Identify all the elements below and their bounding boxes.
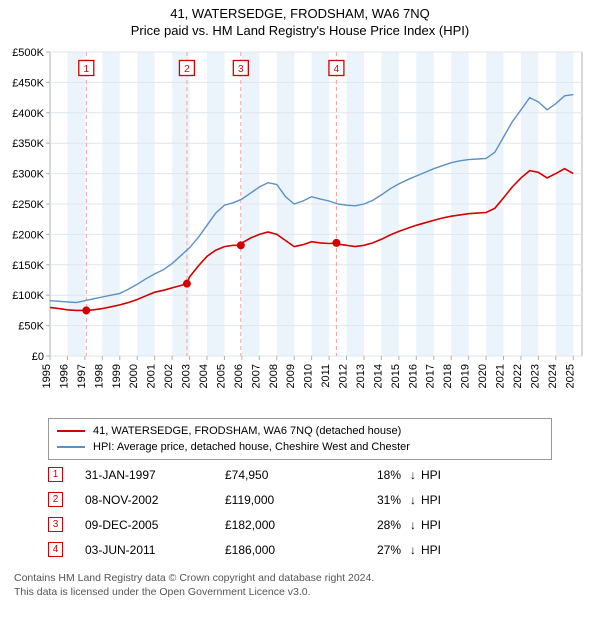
- svg-text:1: 1: [83, 64, 89, 75]
- svg-text:1995: 1995: [41, 364, 53, 388]
- legend-swatch: [57, 446, 85, 448]
- footer-attribution: Contains HM Land Registry data © Crown c…: [14, 572, 586, 599]
- svg-text:2016: 2016: [407, 364, 419, 388]
- sale-pct: 27%: [345, 543, 405, 557]
- legend-row: 41, WATERSEDGE, FRODSHAM, WA6 7NQ (detac…: [57, 423, 543, 439]
- legend-row: HPI: Average price, detached house, Ches…: [57, 439, 543, 455]
- svg-text:1998: 1998: [93, 364, 105, 388]
- sale-marker-box: 2: [48, 492, 63, 507]
- sale-vs-hpi-label: HPI: [421, 543, 461, 557]
- svg-text:1996: 1996: [58, 364, 70, 388]
- svg-text:2019: 2019: [460, 364, 472, 388]
- sale-price: £74,950: [225, 468, 345, 482]
- sale-vs-hpi-label: HPI: [421, 518, 461, 532]
- svg-text:2010: 2010: [303, 364, 315, 388]
- sale-price: £119,000: [225, 493, 345, 507]
- svg-text:£450K: £450K: [12, 77, 44, 89]
- svg-text:2020: 2020: [477, 364, 489, 388]
- svg-text:2000: 2000: [128, 364, 140, 388]
- down-arrow-icon: ↓: [405, 543, 421, 557]
- chart-area: £0 £50K £100K £150K £200K £250K £300K £350K £400…: [0, 44, 600, 414]
- svg-text:1997: 1997: [76, 364, 88, 388]
- down-arrow-icon: ↓: [405, 518, 421, 532]
- svg-text:2024: 2024: [547, 364, 559, 388]
- svg-text:£100K: £100K: [12, 290, 44, 302]
- sale-vs-hpi-label: HPI: [421, 468, 461, 482]
- svg-text:£150K: £150K: [12, 260, 44, 272]
- footer-line-2: This data is licensed under the Open Gov…: [14, 586, 311, 598]
- svg-text:2001: 2001: [146, 364, 158, 388]
- svg-text:2018: 2018: [442, 364, 454, 388]
- svg-text:£500K: £500K: [12, 47, 44, 59]
- root: 41, WATERSEDGE, FRODSHAM, WA6 7NQ Price …: [0, 0, 600, 620]
- svg-text:2002: 2002: [163, 364, 175, 388]
- sale-marker-box: 4: [48, 542, 63, 557]
- svg-text:2005: 2005: [215, 364, 227, 388]
- sale-date: 03-JUN-2011: [85, 543, 225, 557]
- sale-vs-hpi-label: HPI: [421, 493, 461, 507]
- svg-text:4: 4: [334, 64, 340, 75]
- sale-pct: 31%: [345, 493, 405, 507]
- table-row: 4 03-JUN-2011£186,00027%↓HPI: [48, 537, 552, 562]
- svg-text:2011: 2011: [320, 364, 332, 388]
- svg-text:2021: 2021: [495, 364, 507, 388]
- svg-text:£0: £0: [32, 351, 44, 363]
- svg-text:2023: 2023: [529, 364, 541, 388]
- svg-text:2017: 2017: [425, 364, 437, 388]
- address-title: 41, WATERSEDGE, FRODSHAM, WA6 7NQ: [0, 6, 600, 21]
- svg-text:2013: 2013: [355, 364, 367, 388]
- svg-text:£200K: £200K: [12, 229, 44, 241]
- down-arrow-icon: ↓: [405, 468, 421, 482]
- titles: 41, WATERSEDGE, FRODSHAM, WA6 7NQ Price …: [0, 0, 600, 38]
- svg-text:2022: 2022: [512, 364, 524, 388]
- table-row: 1 31-JAN-1997£74,95018%↓HPI: [48, 462, 552, 487]
- sale-price: £186,000: [225, 543, 345, 557]
- svg-text:2012: 2012: [338, 364, 350, 388]
- down-arrow-icon: ↓: [405, 493, 421, 507]
- sale-marker-box: 1: [48, 467, 63, 482]
- svg-text:£50K: £50K: [18, 321, 44, 333]
- legend-swatch: [57, 430, 85, 432]
- svg-text:2009: 2009: [285, 364, 297, 388]
- svg-text:2: 2: [184, 64, 190, 75]
- svg-text:2006: 2006: [233, 364, 245, 388]
- svg-text:1999: 1999: [111, 364, 123, 388]
- svg-text:2015: 2015: [390, 364, 402, 388]
- svg-text:£400K: £400K: [12, 108, 44, 120]
- sale-price: £182,000: [225, 518, 345, 532]
- chart-svg: £0 £50K £100K £150K £200K £250K £300K £350K £400…: [0, 44, 600, 414]
- sales-table: 131-JAN-1997£74,95018%↓HPI208-NOV-2002£1…: [48, 462, 552, 562]
- sale-date: 31-JAN-1997: [85, 468, 225, 482]
- svg-text:£300K: £300K: [12, 169, 44, 181]
- table-row: 3 09-DEC-2005£182,00028%↓HPI: [48, 512, 552, 537]
- footer-line-1: Contains HM Land Registry data © Crown c…: [14, 572, 374, 584]
- legend-label: HPI: Average price, detached house, Ches…: [93, 441, 410, 453]
- legend-label: 41, WATERSEDGE, FRODSHAM, WA6 7NQ (detac…: [93, 425, 401, 437]
- svg-text:2008: 2008: [268, 364, 280, 388]
- sale-date: 08-NOV-2002: [85, 493, 225, 507]
- svg-text:2003: 2003: [181, 364, 193, 388]
- svg-text:2004: 2004: [198, 364, 210, 388]
- svg-text:2014: 2014: [372, 364, 384, 388]
- svg-text:2007: 2007: [250, 364, 262, 388]
- sale-pct: 28%: [345, 518, 405, 532]
- legend-box: 41, WATERSEDGE, FRODSHAM, WA6 7NQ (detac…: [48, 418, 552, 460]
- svg-text:£350K: £350K: [12, 138, 44, 150]
- chart-subtitle: Price paid vs. HM Land Registry's House …: [0, 23, 600, 38]
- sale-pct: 18%: [345, 468, 405, 482]
- sale-date: 09-DEC-2005: [85, 518, 225, 532]
- svg-text:2025: 2025: [564, 364, 576, 388]
- svg-text:£250K: £250K: [12, 199, 44, 211]
- sale-marker-box: 3: [48, 517, 63, 532]
- svg-text:3: 3: [238, 64, 244, 75]
- table-row: 2 08-NOV-2002£119,00031%↓HPI: [48, 487, 552, 512]
